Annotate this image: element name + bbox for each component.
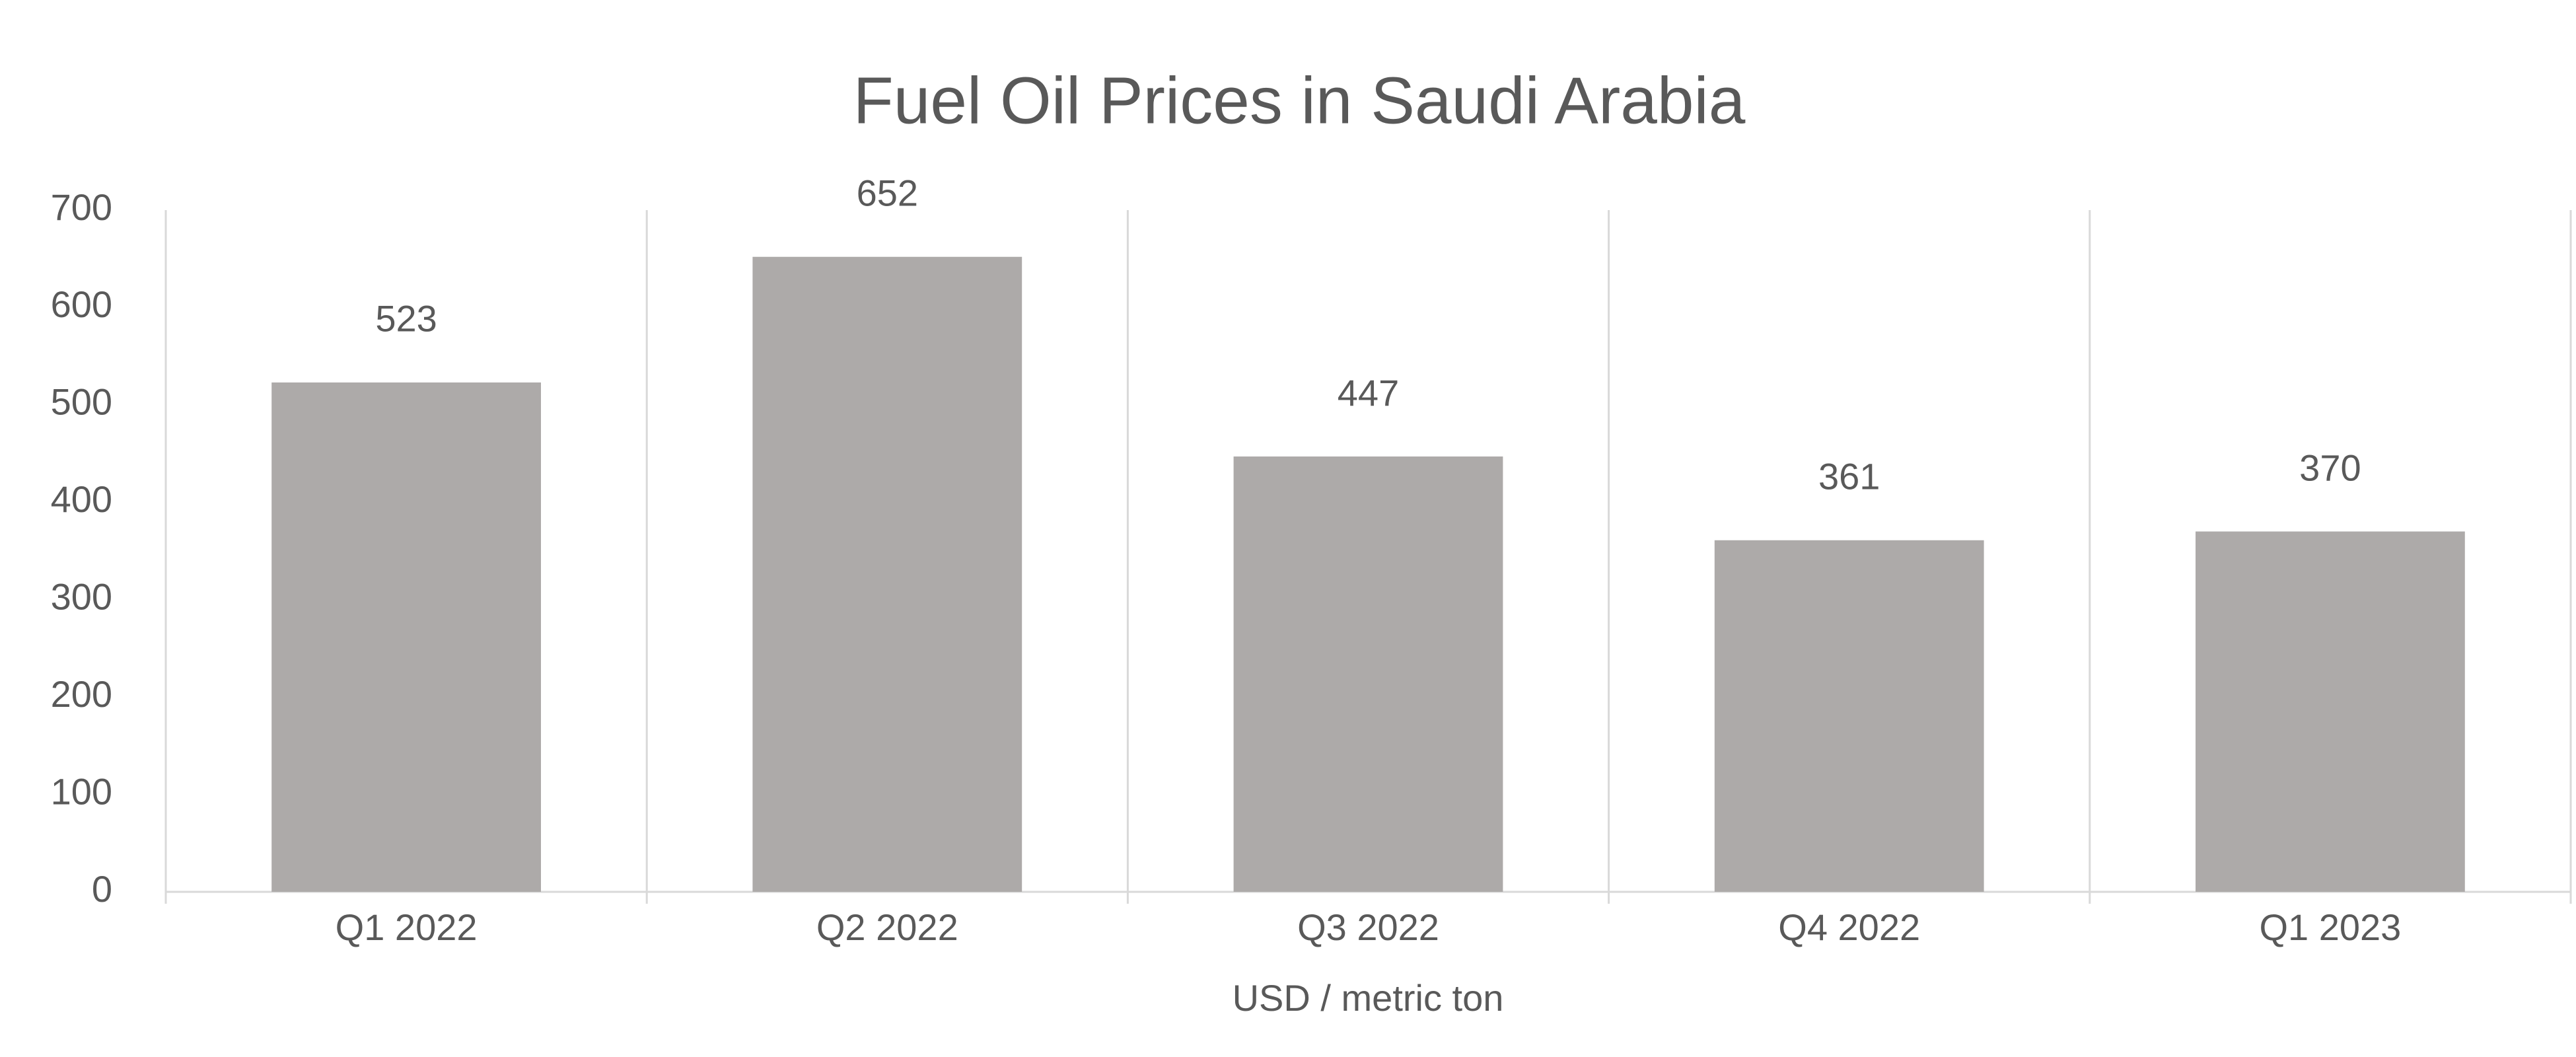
x-axis-label: USD / metric ton: [1233, 977, 1504, 1019]
x-tick-label: Q4 2022: [1778, 906, 1920, 948]
bar: [2196, 531, 2465, 892]
y-tick-label: 600: [51, 283, 112, 325]
data-label: 370: [2299, 447, 2361, 488]
bar: [1233, 456, 1503, 892]
y-tick-label: 200: [51, 673, 112, 715]
y-tick-label: 0: [92, 868, 112, 910]
data-label: 652: [857, 172, 918, 214]
y-tick-label: 400: [51, 478, 112, 520]
y-tick-label: 100: [51, 770, 112, 812]
x-tick-label: Q1 2022: [336, 906, 478, 948]
data-label: 523: [375, 298, 437, 340]
bar: [1714, 540, 1984, 892]
bar: [271, 382, 541, 892]
data-label: 361: [1818, 456, 1880, 497]
x-tick-label: Q1 2023: [2259, 906, 2401, 948]
y-tick-label: 500: [51, 381, 112, 423]
x-tick-label: Q2 2022: [816, 906, 958, 948]
y-tick-label: 300: [51, 576, 112, 618]
bar: [752, 256, 1022, 892]
x-tick-label: Q3 2022: [1297, 906, 1439, 948]
chart-title: Fuel Oil Prices in Saudi Arabia: [853, 63, 1746, 137]
y-tick-label: 700: [51, 186, 112, 228]
data-label: 447: [1338, 372, 1399, 414]
